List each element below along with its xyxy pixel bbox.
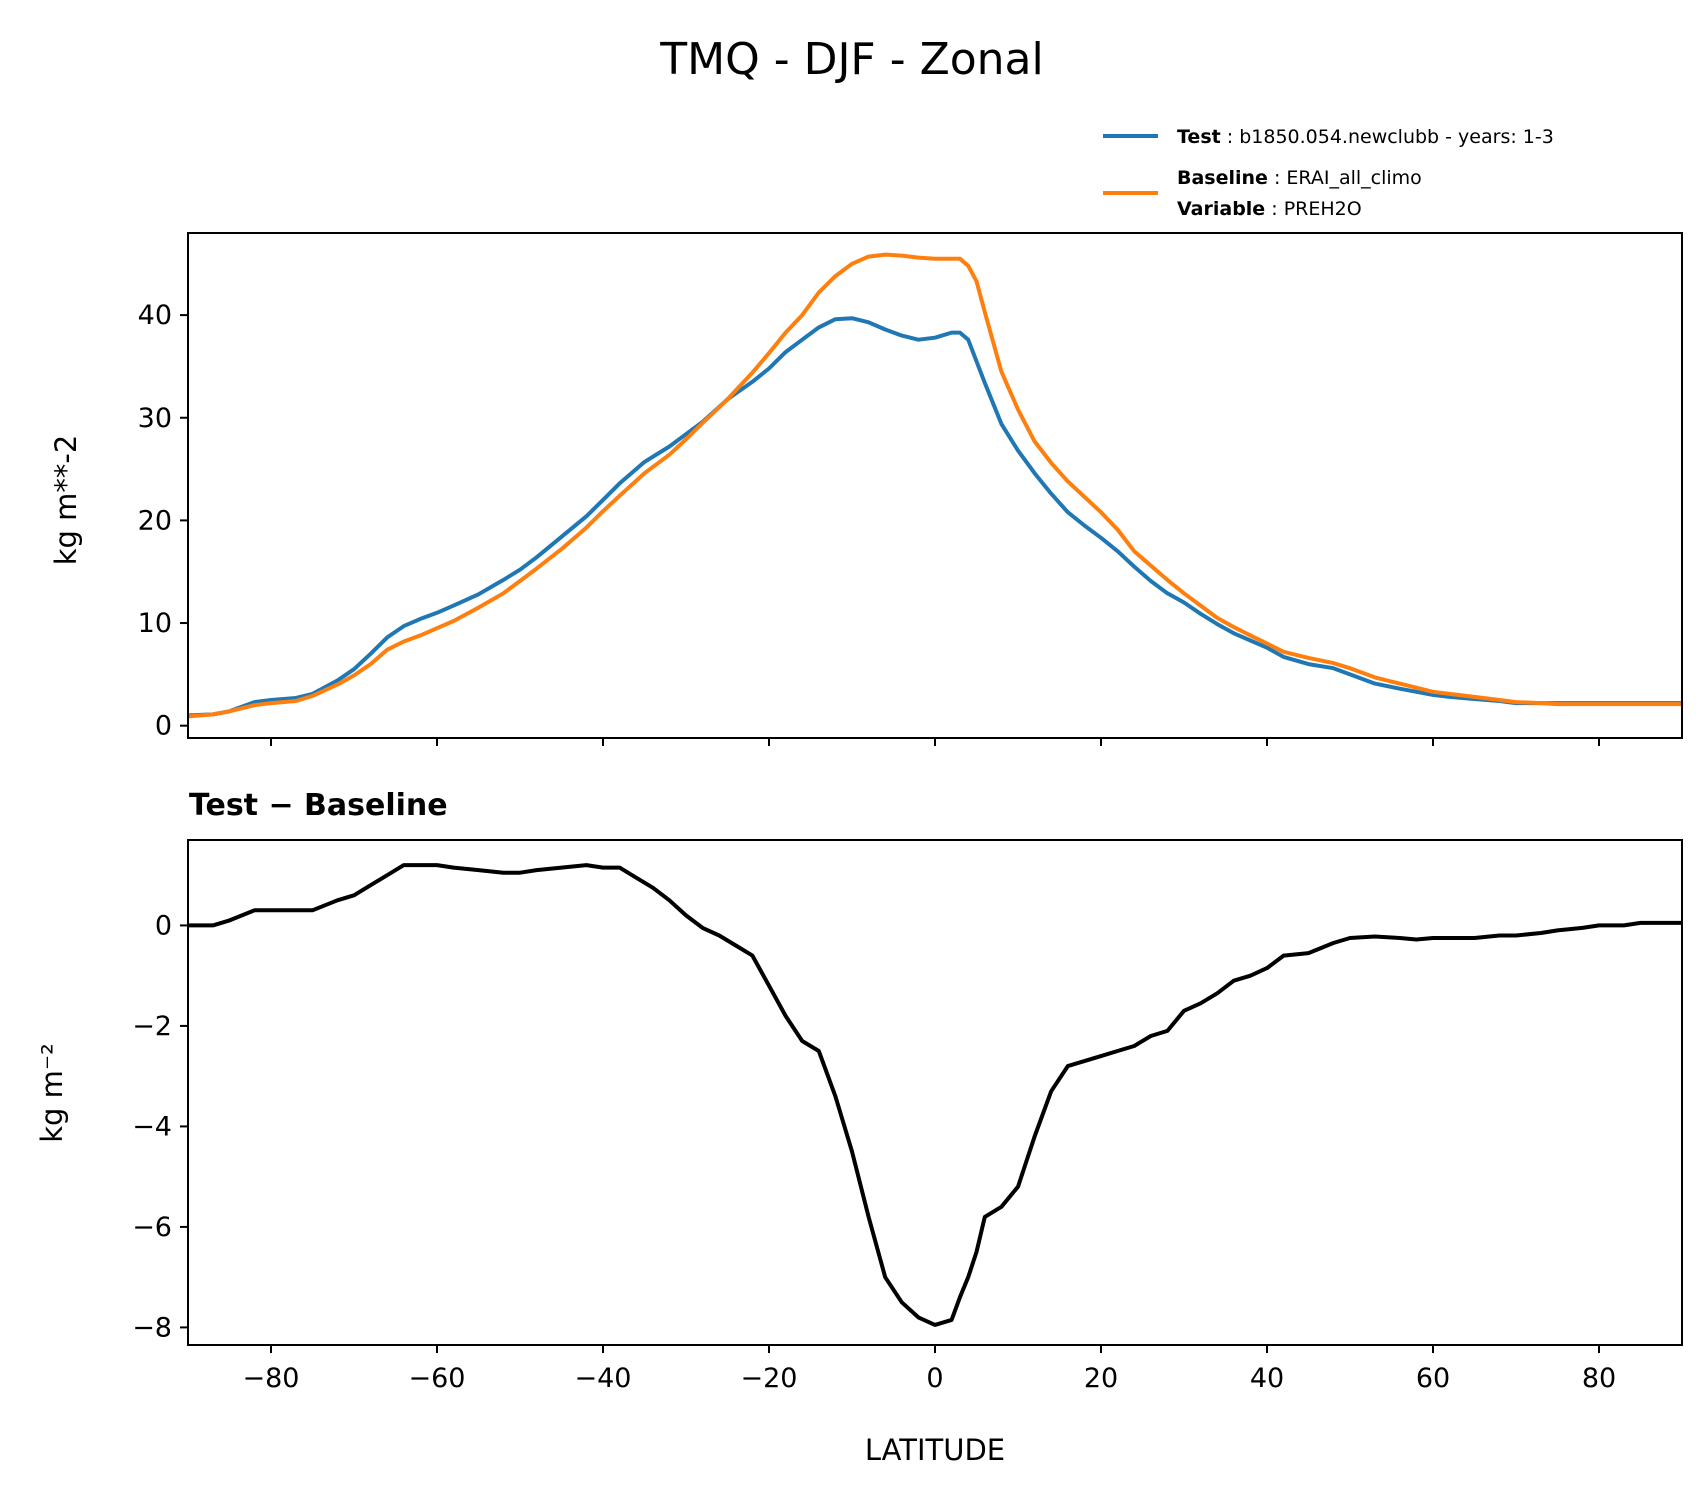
legend-baseline-sep: : [1268, 167, 1286, 189]
bottom-plot-frame [187, 839, 1683, 1346]
top-series-test-line [187, 316, 1682, 718]
legend-test-entry: Test : b1850.054.newclubb - years: 1-3 [1177, 126, 1554, 148]
bottom-y-tick-label: −2 [132, 1011, 172, 1042]
bottom-x-tick-label: −60 [409, 1363, 466, 1394]
bottom-series-difference-line [188, 863, 1682, 1327]
legend-variable-sep: : [1265, 198, 1283, 220]
bottom-y-tick-label: −4 [132, 1111, 172, 1142]
legend-variable-value: PREH2O [1284, 198, 1362, 220]
legend-test-sep: : [1221, 126, 1239, 148]
x-axis-label: LATITUDE [865, 1433, 1005, 1467]
top-ticks: 0 10 20 30 40 [138, 300, 1600, 746]
top-plot-frame [187, 232, 1683, 739]
legend-test-key: Test [1177, 126, 1221, 148]
bottom-x-tick-label: 60 [1416, 1363, 1450, 1394]
legend-baseline-value: ERAI_all_climo [1286, 167, 1421, 189]
bottom-x-tick-label: 40 [1250, 1363, 1284, 1394]
bottom-y-axis-label: kg m⁻² [35, 1043, 69, 1143]
bottom-y-tick-label: −6 [132, 1212, 172, 1243]
legend-variable-entry: Variable : PREH2O [1177, 198, 1362, 220]
top-panel: kg m**-2 0 10 20 30 40 [49, 232, 1683, 746]
bottom-x-tick-label: 0 [926, 1363, 943, 1394]
legend-baseline-entry: Baseline : ERAI_all_climo [1177, 167, 1422, 189]
top-series [187, 252, 1682, 719]
top-y-tick-label: 0 [155, 711, 172, 742]
bottom-y-tick-label: 0 [155, 910, 172, 941]
bottom-panel-title: Test − Baseline [189, 788, 448, 823]
top-series-baseline-line [187, 252, 1682, 719]
top-y-tick-label: 40 [138, 300, 172, 331]
top-y-axis-label: kg m**-2 [49, 435, 83, 566]
bottom-x-tick-label: −80 [243, 1363, 300, 1394]
bottom-y-tick-label: −8 [132, 1312, 172, 1343]
top-y-tick-label: 30 [138, 403, 172, 434]
legend-test-value: b1850.054.newclubb - years: 1-3 [1239, 126, 1554, 148]
bottom-panel: Test − Baseline kg m⁻² 0 −2 −4 −6 −8 −80 −60 −4… [35, 788, 1683, 1467]
legend-baseline-key: Baseline [1177, 167, 1268, 189]
bottom-ticks: 0 −2 −4 −6 −8 −80 −60 −40 −20 0 20 40 60 80 [132, 910, 1616, 1394]
bottom-series [188, 863, 1682, 1327]
bottom-x-tick-label: 80 [1582, 1363, 1616, 1394]
bottom-x-tick-label: 20 [1084, 1363, 1118, 1394]
legend: Test : b1850.054.newclubb - years: 1-3 B… [1103, 126, 1554, 220]
bottom-x-tick-label: −40 [575, 1363, 632, 1394]
bottom-x-tick-label: −20 [741, 1363, 798, 1394]
top-y-tick-label: 20 [138, 505, 172, 536]
legend-variable-key: Variable [1177, 198, 1265, 220]
top-y-tick-label: 10 [138, 608, 172, 639]
figure-title: TMQ - DJF - Zonal [659, 34, 1043, 85]
